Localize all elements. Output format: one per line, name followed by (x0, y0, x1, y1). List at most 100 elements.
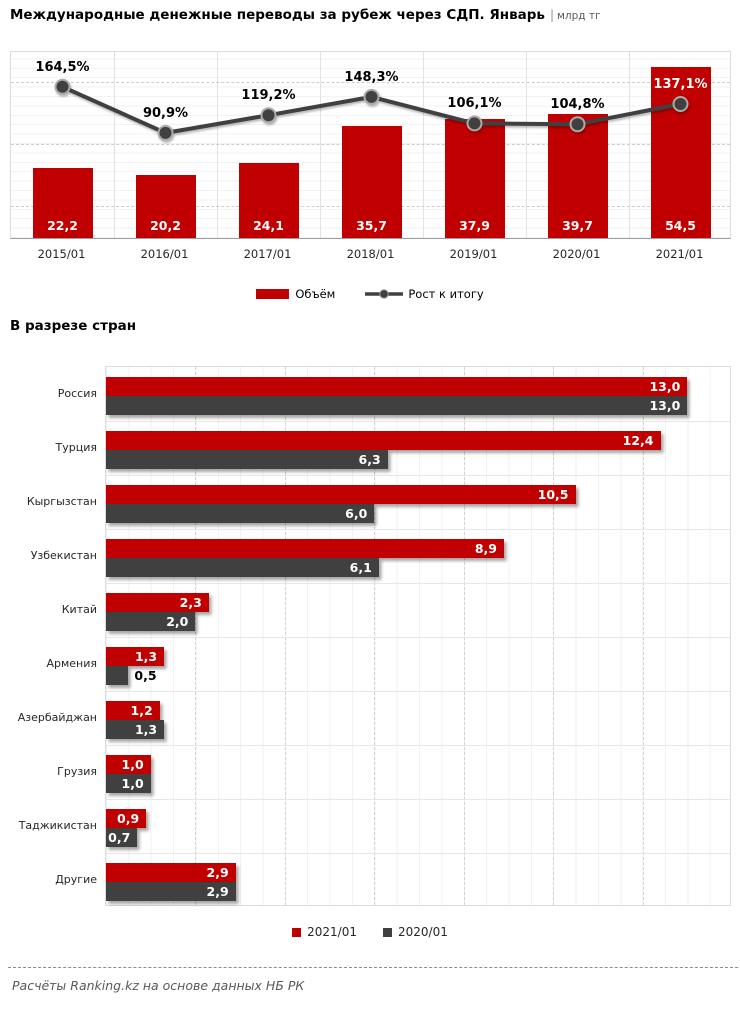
year-2020-swatch-icon (383, 927, 392, 937)
growth-line-marker (363, 88, 380, 105)
growth-percent-label: 119,2% (241, 88, 296, 104)
legend-item-2020: 2020/01 (383, 925, 448, 939)
country-chart-legend: 2021/01 2020/01 (0, 925, 740, 939)
x-axis-label: 2017/01 (243, 247, 292, 261)
row-separator (106, 583, 730, 584)
footer-divider (8, 967, 738, 968)
country-bar-value: 1,0 (121, 776, 144, 791)
category-separator (217, 52, 218, 238)
growth-percent-label: 137,1% (653, 77, 708, 92)
country-bar-value: 2,9 (206, 884, 229, 899)
country-label: Таджикистан (18, 819, 97, 832)
country-bar-value: 2,9 (206, 865, 229, 880)
x-axis-label: 2019/01 (449, 247, 498, 261)
volume-chart-legend: Объём Рост к итогу (0, 287, 740, 301)
major-gridline (284, 367, 286, 905)
category-separator (526, 52, 527, 238)
growth-line (54, 78, 689, 141)
country-bar-2021/01: 1,3 (106, 647, 165, 666)
volume-legend-label: Объём (295, 287, 336, 301)
year-2021-swatch-icon (292, 927, 302, 937)
growth-percent-label: 90,9% (142, 105, 189, 121)
country-label: Турция (55, 441, 97, 454)
volume-bar: 37,9 (444, 119, 505, 238)
growth-line-marker (260, 107, 277, 124)
country-label: Россия (57, 387, 97, 400)
volume-bar-label: 54,5 (665, 218, 696, 233)
country-label: Армения (46, 657, 97, 670)
row-separator (106, 853, 730, 854)
volume-bar-label: 39,7 (562, 218, 593, 233)
growth-line-marker (569, 116, 586, 133)
country-bar-2020/01: 13,0 (106, 396, 688, 415)
volume-bar-label: 20,2 (150, 218, 181, 233)
country-bar-value: 1,0 (121, 757, 144, 772)
major-gridline (642, 367, 644, 905)
country-bar-2020/01: 1,3 (106, 720, 165, 739)
country-label: Другие (55, 873, 97, 886)
growth-percent-label: 106,1% (447, 96, 502, 112)
country-bar-2021/01: 0,9 (106, 809, 147, 828)
country-bar-value: 0,5 (134, 668, 157, 683)
row-separator (106, 421, 730, 422)
country-bar-2020/01: 6,1 (106, 558, 379, 577)
growth-line-marker (54, 78, 71, 95)
country-label: Грузия (57, 765, 97, 778)
country-bar-2021/01: 1,0 (106, 755, 151, 774)
volume-bar-label: 24,1 (253, 218, 284, 233)
x-axis-label: 2021/01 (655, 247, 704, 261)
growth-line-marker (466, 115, 483, 132)
row-separator (106, 691, 730, 692)
category-separator (320, 52, 321, 238)
year-2021-legend-label: 2021/01 (307, 925, 357, 939)
category-separator (629, 52, 630, 238)
major-gridline (195, 367, 197, 905)
legend-item-growth: Рост к итогу (365, 287, 484, 301)
country-bar-value: 6,0 (345, 506, 368, 521)
country-bar-2021/01: 1,2 (106, 701, 160, 720)
country-bar-value: 6,1 (349, 560, 372, 575)
row-separator (106, 475, 730, 476)
country-chart-plot: 13,0 13,0 12,4 6,3 10,5 6,0 8,9 6,1 2,3 2,0 1,3 0,5… (105, 366, 731, 906)
country-bar-2021/01: 10,5 (106, 485, 576, 504)
country-bar-2020/01: 0,7 (106, 828, 138, 847)
country-label: Узбекистан (30, 549, 97, 562)
country-bar-value: 8,9 (474, 541, 497, 556)
volume-bar: 20,2 (135, 174, 196, 238)
growth-percent-label: 104,8% (550, 97, 605, 113)
country-bar-2021/01: 2,3 (106, 593, 209, 612)
major-gridline (553, 367, 555, 905)
country-bar-2020/01: 6,3 (106, 450, 388, 469)
row-separator (106, 637, 730, 638)
volume-swatch-icon (256, 289, 290, 299)
growth-percent-label: 148,3% (344, 69, 399, 85)
growth-percent-label: 164,5% (35, 59, 90, 75)
country-bar-2020/01: 2,0 (106, 612, 196, 631)
country-bar-2021/01: 12,4 (106, 431, 661, 450)
source-note: Расчёты Ranking.kz на основе данных НБ Р… (12, 978, 305, 993)
country-bar-2020/01: 2,9 (106, 882, 236, 901)
title-unit-label: млрд тг (557, 10, 601, 22)
growth-line-marker (672, 96, 689, 112)
country-bar-2021/01: 2,9 (106, 863, 236, 882)
row-separator (106, 529, 730, 530)
row-separator (106, 799, 730, 800)
x-axis-label: 2016/01 (140, 247, 189, 261)
legend-item-volume: Объём (256, 287, 335, 301)
country-label: Китай (61, 603, 97, 616)
country-bar-2021/01: 13,0 (106, 377, 688, 396)
section-title: В разрезе стран (10, 318, 137, 334)
country-bar-2021/01: 8,9 (106, 539, 504, 558)
category-separator (114, 52, 115, 238)
title-separator: | (549, 8, 554, 22)
x-axis-label: 2015/01 (37, 247, 86, 261)
legend-item-2021: 2021/01 (292, 925, 357, 939)
x-axis-label: 2018/01 (346, 247, 395, 261)
volume-bar: 39,7 (547, 113, 608, 238)
volume-bar-label: 22,2 (47, 218, 78, 233)
volume-chart-x-axis: 2015/01 2016/01 2017/01 2018/01 2019/01 2020/… (10, 247, 731, 263)
year-2020-legend-label: 2020/01 (398, 925, 448, 939)
country-label: Азербайджан (17, 711, 97, 724)
growth-line-marker (157, 124, 174, 141)
country-bar-value: 13,0 (649, 379, 681, 394)
